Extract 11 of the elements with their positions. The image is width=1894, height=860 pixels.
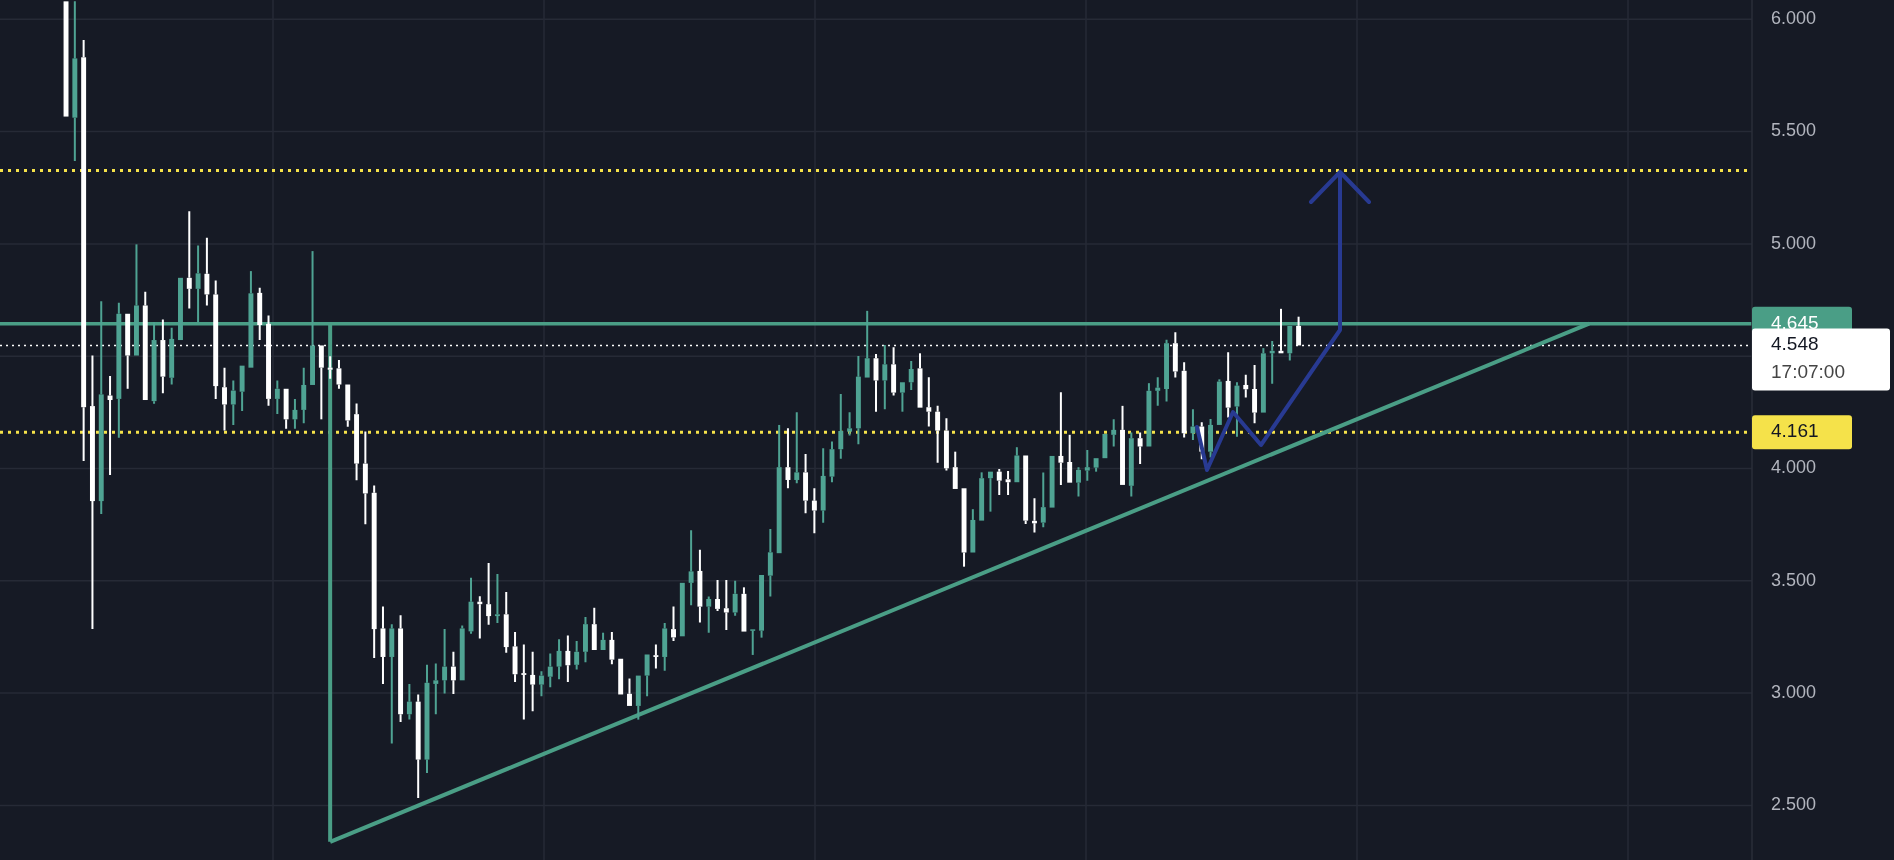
text: 17:07:00 [1771, 361, 1845, 383]
ref-line-label: 4.548 [1771, 333, 1819, 355]
ref-line-label: 4.161 [1771, 420, 1819, 442]
y-tick-label: 3.500 [1771, 569, 1817, 590]
y-tick-label: 4.000 [1771, 457, 1817, 478]
y-tick-label: 2.500 [1771, 794, 1817, 815]
y-tick-label: 6.000 [1771, 8, 1817, 29]
ref-line-label: 4.645 [1771, 311, 1819, 333]
y-tick-label: 3.000 [1771, 681, 1817, 702]
y-tick-label: 5.000 [1771, 232, 1817, 253]
y-tick-label: 5.500 [1771, 120, 1817, 141]
